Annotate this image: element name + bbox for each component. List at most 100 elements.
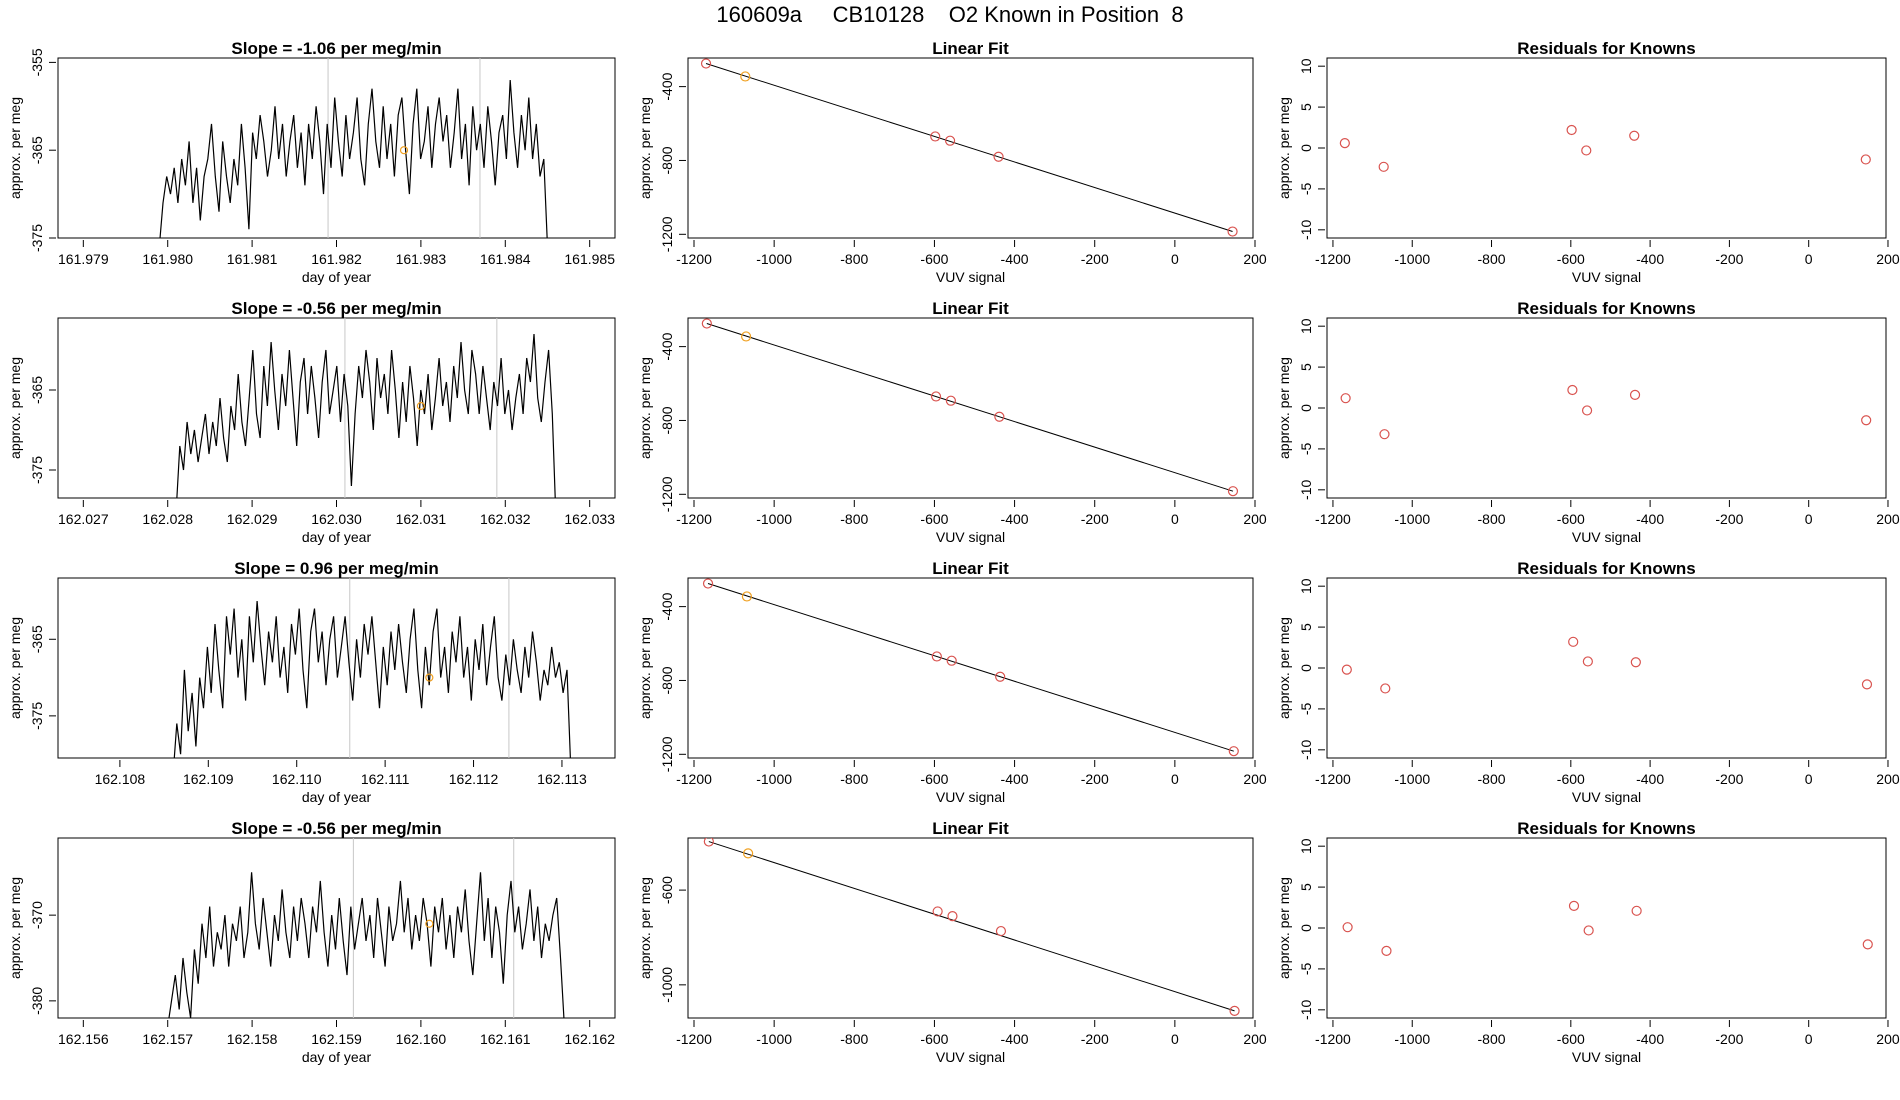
panel-r3-c1: Slope = 0.96 per meg/min 162.108 162.109 16…: [7, 559, 616, 805]
x-tick-label: -400: [1001, 1031, 1029, 1047]
x-tick-label: -800: [840, 771, 868, 787]
y-tick-label: -375: [29, 456, 45, 484]
panel-title: Slope = -0.56 per meg/min: [231, 819, 441, 838]
y-axis-label: approx. per meg: [7, 877, 23, 979]
x-tick-label: 161.982: [311, 251, 362, 267]
x-axis-label: VUV signal: [936, 1049, 1005, 1065]
x-tick-label: -1000: [1394, 511, 1430, 527]
x-tick-label: 162.156: [58, 1031, 109, 1047]
x-tick-label: -600: [1557, 511, 1585, 527]
mean-point-marker: [425, 673, 434, 682]
x-tick-label: -200: [1715, 251, 1743, 267]
y-tick-label: -375: [29, 702, 45, 730]
data-point: [1227, 226, 1238, 237]
data-point: [994, 411, 1005, 422]
x-tick-label: 0: [1805, 251, 1813, 267]
x-tick-label: 162.109: [183, 771, 234, 787]
y-tick-label: 10: [1298, 838, 1314, 854]
figure-title: 160609a CB10128 O2 Known in Position 8: [716, 2, 1184, 27]
highlight-point: [743, 848, 754, 859]
highlight-point: [741, 591, 753, 602]
y-tick-label: -1000: [659, 967, 675, 1003]
y-tick-label: -600: [659, 876, 675, 904]
x-tick-label: 162.029: [227, 511, 278, 527]
x-tick-label: 162.031: [396, 511, 447, 527]
x-tick-label: -400: [1001, 511, 1029, 527]
plot-data: [701, 318, 1239, 497]
x-axis-label: VUV signal: [1572, 269, 1641, 285]
x-tick-label: 162.162: [564, 1031, 615, 1047]
x-axis-label: VUV signal: [1572, 789, 1641, 805]
plot-data: [159, 58, 548, 238]
data-point: [1568, 900, 1580, 912]
y-tick-label: -380: [29, 987, 45, 1015]
x-axis-label: day of year: [302, 529, 372, 545]
y-tick-label: 10: [1298, 318, 1314, 334]
x-tick-label: 162.112: [449, 771, 499, 787]
x-tick-label: 161.985: [564, 251, 615, 267]
y-tick-label: -10: [1298, 479, 1314, 499]
fit-line: [707, 583, 1234, 752]
y-tick-label: -10: [1298, 999, 1314, 1019]
plot-frame: [687, 317, 1254, 499]
data-point: [703, 838, 714, 847]
panel-r3-c2: Linear Fit -1200 -1000 -800 -600 -400 -200 0 200…: [637, 559, 1267, 805]
y-tick-label: -1200: [659, 736, 675, 772]
plot-frame: [57, 317, 616, 499]
data-point: [1227, 486, 1239, 497]
x-tick-label: -400: [1636, 251, 1664, 267]
data-point: [1630, 657, 1641, 668]
y-tick-label: 0: [1298, 144, 1314, 152]
data-point: [930, 391, 942, 402]
x-tick-label: -800: [840, 1031, 868, 1047]
panel-title: Linear Fit: [932, 39, 1009, 58]
data-point: [1631, 905, 1642, 916]
x-tick-label: -1000: [1394, 1031, 1430, 1047]
data-point: [1568, 636, 1579, 647]
data-point: [995, 925, 1007, 937]
data-point: [944, 135, 956, 146]
x-tick-label: -600: [920, 251, 948, 267]
signal-line: [173, 600, 571, 758]
x-tick-label: -1200: [1315, 251, 1351, 267]
plot-data: [1341, 636, 1873, 694]
signal-line: [159, 79, 548, 238]
x-tick-label: -1000: [756, 511, 792, 527]
x-axis-label: VUV signal: [936, 789, 1005, 805]
x-tick-label: -1200: [1315, 1031, 1351, 1047]
data-point: [1566, 124, 1577, 136]
y-tick-label: 0: [1298, 404, 1314, 412]
data-point: [1381, 945, 1392, 957]
y-tick-label: -355: [29, 48, 45, 76]
x-tick-label: 200: [1876, 251, 1900, 267]
data-point: [995, 671, 1006, 682]
data-point: [1341, 664, 1352, 675]
panel-title: Linear Fit: [932, 299, 1009, 318]
plot-data: [703, 838, 1240, 1016]
x-tick-label: -200: [1081, 1031, 1109, 1047]
y-tick-label: -10: [1298, 739, 1314, 759]
y-tick-label: -1200: [659, 476, 675, 512]
y-axis-label: approx. per meg: [637, 877, 653, 979]
plot-frame: [57, 837, 616, 1019]
panel-r2-c1: Slope = -0.56 per meg/min 162.027 162.028 1…: [7, 299, 616, 545]
fit-line: [708, 841, 1235, 1012]
x-tick-label: 200: [1243, 511, 1267, 527]
y-axis-label: approx. per meg: [1276, 357, 1292, 459]
x-tick-label: 162.159: [311, 1031, 362, 1047]
y-tick-label: -365: [29, 136, 45, 164]
x-tick-label: 200: [1876, 511, 1900, 527]
panel-r4-c1: Slope = -0.56 per meg/min 162.156 162.157 1…: [7, 819, 616, 1065]
x-tick-label: 161.983: [396, 251, 447, 267]
data-point: [1861, 679, 1873, 690]
x-tick-label: 161.979: [58, 251, 109, 267]
panel-title: Linear Fit: [932, 819, 1009, 838]
fit-line: [706, 323, 1234, 492]
data-point: [1567, 384, 1578, 396]
data-point: [1342, 922, 1353, 933]
data-point: [1380, 683, 1391, 694]
x-tick-label: -1000: [756, 771, 792, 787]
plot-frame: [687, 577, 1254, 759]
x-tick-label: -800: [1478, 511, 1506, 527]
x-tick-label: 162.158: [227, 1031, 278, 1047]
